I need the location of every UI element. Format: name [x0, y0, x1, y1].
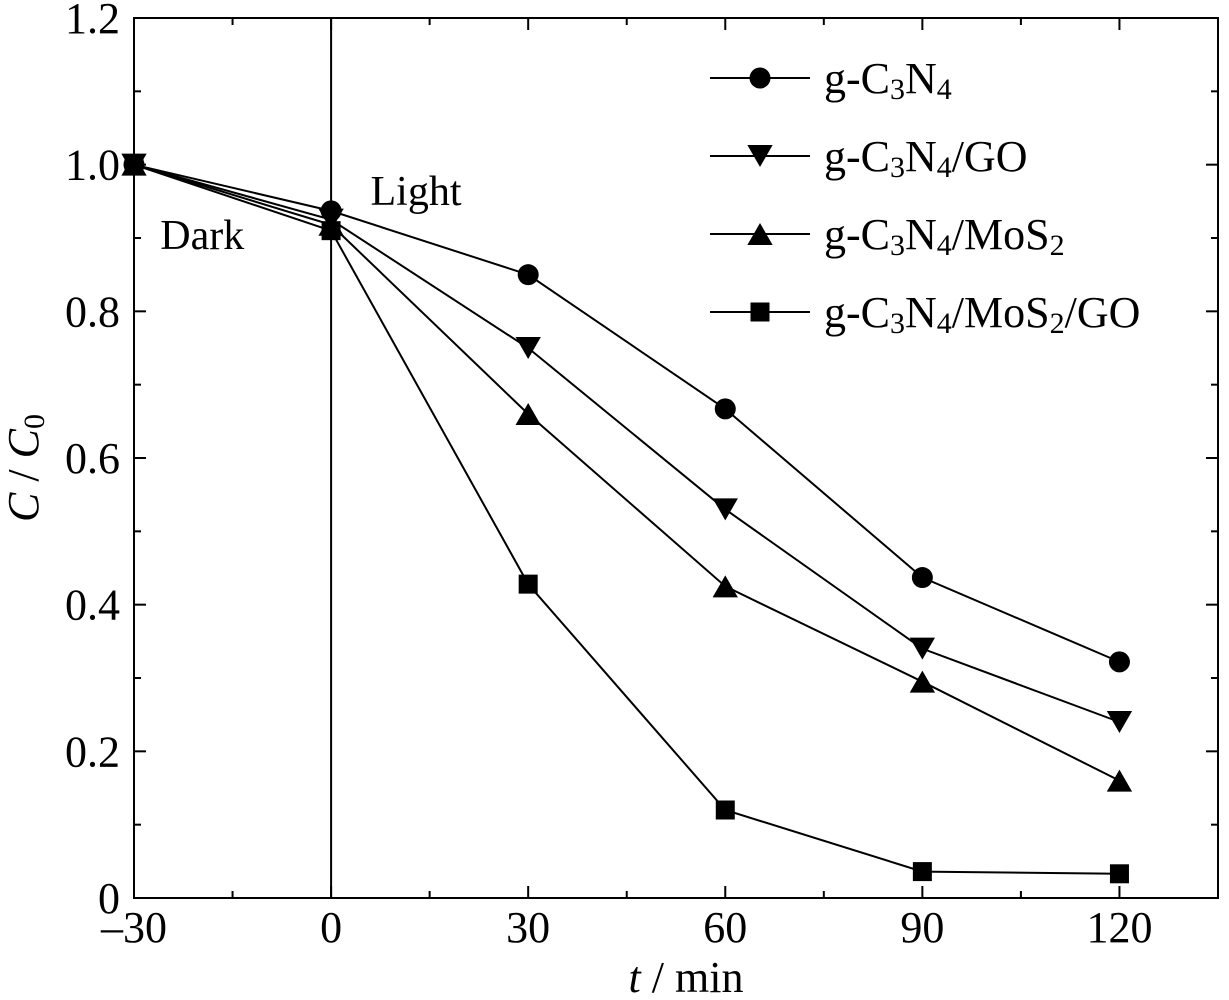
legend-marker [750, 302, 770, 322]
series-line-g-c3n4-go [133, 163, 1120, 723]
x-tick-label: 120 [1086, 903, 1152, 952]
data-point-g-c3n4-mos2 [909, 670, 936, 693]
y-tick-label: 1.2 [65, 0, 120, 43]
x-axis-label: t / min [629, 953, 744, 1000]
y-tick-label: 0.4 [65, 581, 120, 630]
y-tick-label: 1.0 [65, 141, 120, 190]
data-point-g-c3n4-mos2-go [715, 800, 735, 820]
plot-frame [133, 17, 1219, 899]
series-line-g-c3n4-mos2 [133, 163, 1120, 782]
legend-marker [747, 223, 773, 245]
data-point-g-c3n4-mos2-go [518, 574, 538, 594]
data-point-g-c3n4-mos2-go [912, 862, 932, 882]
series-layer [121, 153, 1133, 884]
legend-label: g-C3N4 [824, 54, 952, 106]
data-point-g-c3n4-go [1106, 711, 1133, 733]
series-line-g-c3n4 [133, 163, 1120, 663]
data-point-g-c3n4-mos2 [515, 403, 541, 425]
y-tick-label: 0 [98, 874, 120, 923]
y-tick-label: 0.2 [65, 727, 120, 776]
data-point-g-c3n4-mos2-go [124, 155, 144, 175]
legend-marker [749, 67, 771, 89]
y-axis-label: C / C0 [0, 414, 51, 522]
legend-item-g-c3n4: g-C3N4 [710, 54, 952, 106]
data-point-g-c3n4 [714, 398, 736, 420]
legend-item-g-c3n4-mos2: g-C3N4/MoS2 [710, 210, 1065, 262]
legend-item-g-c3n4-mos2-go: g-C3N4/MoS2/GO [710, 288, 1140, 340]
data-point-g-c3n4-mos2-go [1109, 864, 1129, 884]
data-point-g-c3n4-go [515, 337, 541, 359]
x-tick-label: –30 [100, 903, 167, 952]
legend-marker [747, 145, 773, 167]
data-point-g-c3n4 [1108, 651, 1130, 673]
legend-label: g-C3N4/MoS2/GO [824, 288, 1140, 340]
data-point-g-c3n4 [517, 264, 539, 286]
x-tick-label: 60 [703, 903, 747, 952]
annotations: Dark Light [160, 169, 462, 259]
series-line-g-c3n4-mos2-go [133, 163, 1120, 875]
y-tick-label: 0.8 [65, 287, 120, 336]
series-g-c3n4-mos2-go [124, 155, 1129, 884]
data-point-g-c3n4-mos2 [1106, 769, 1133, 792]
axis-ticks [133, 17, 1218, 899]
legend-item-g-c3n4-go: g-C3N4/GO [710, 132, 1028, 184]
annotation-dark: Dark [160, 213, 244, 259]
x-tick-label: 90 [900, 903, 944, 952]
data-point-g-c3n4-go [909, 637, 936, 660]
annotation-light: Light [371, 169, 462, 215]
legend: g-C3N4 g-C3N4/GO g-C3N4/MoS2 g-C3N4/MoS2/GO [710, 54, 1140, 340]
y-tick-label: 0.6 [65, 434, 120, 483]
legend-label: g-C3N4/MoS2 [824, 210, 1065, 262]
legend-label: g-C3N4/GO [824, 132, 1028, 184]
data-point-g-c3n4 [911, 567, 933, 589]
x-tick-label: 0 [320, 903, 342, 952]
data-point-g-c3n4-mos2 [712, 575, 738, 598]
x-tick-label: 30 [506, 903, 550, 952]
data-point-g-c3n4-go [712, 498, 738, 521]
data-point-g-c3n4-mos2-go [321, 221, 341, 241]
